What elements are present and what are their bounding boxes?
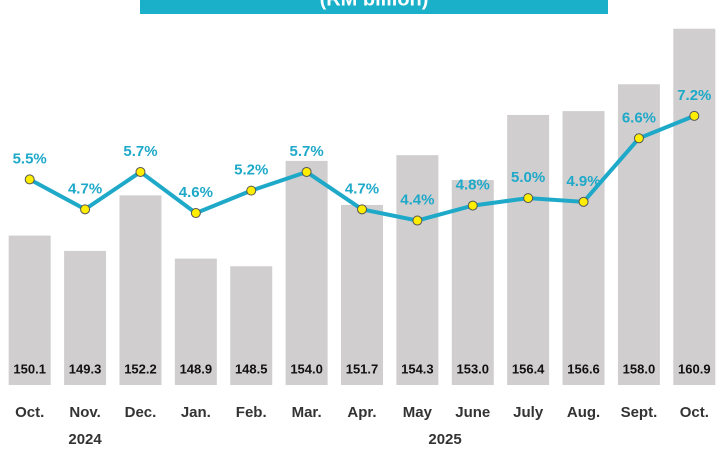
x-tick-label: Jan. (181, 404, 211, 421)
x-tick-label: Nov. (69, 404, 100, 421)
marker (246, 185, 257, 196)
marker (689, 110, 700, 121)
line-label: 5.0% (511, 169, 545, 186)
marker (80, 204, 91, 215)
bar (451, 180, 494, 385)
line-label: 5.7% (290, 143, 324, 160)
x-tick-label: July (513, 404, 544, 421)
bar (562, 111, 605, 385)
marker (578, 196, 589, 207)
line-label: 5.7% (123, 143, 157, 160)
x-tick-label: Aug. (567, 404, 600, 421)
bar-label: 153.0 (456, 361, 489, 376)
bar-label: 158.0 (623, 361, 656, 376)
x-tick-label: Apr. (347, 404, 376, 421)
line-label: 4.7% (345, 180, 379, 197)
bar (507, 114, 550, 385)
line-label: 4.8% (456, 177, 490, 194)
bar-label: 148.9 (180, 361, 213, 376)
group-label: 2024 (68, 431, 102, 448)
bar (341, 204, 383, 385)
x-tick-label: Oct. (680, 404, 709, 421)
chart-title: (RM billion) (320, 0, 429, 10)
bar (174, 258, 217, 385)
bar-label: 160.9 (678, 361, 711, 376)
line-label: 4.4% (400, 192, 434, 209)
bar (64, 250, 107, 385)
group-label: 2025 (428, 431, 461, 448)
marker (412, 215, 423, 226)
bar (285, 160, 328, 385)
marker (633, 133, 644, 144)
bar (8, 235, 51, 385)
line-label: 7.2% (677, 87, 711, 104)
bar-label: 154.3 (401, 361, 434, 376)
marker (301, 166, 312, 177)
x-tick-label: May (403, 404, 433, 421)
bar-label: 149.3 (69, 361, 102, 376)
bar (230, 266, 273, 385)
bar-label: 154.0 (290, 361, 323, 376)
line-label: 6.6% (622, 109, 656, 126)
x-tick-label: Dec. (125, 404, 157, 421)
line-label: 4.7% (68, 180, 102, 197)
line-label: 5.5% (13, 150, 47, 167)
x-tick-label: Feb. (236, 404, 267, 421)
marker (135, 166, 146, 177)
title-box (140, 0, 608, 14)
bar (617, 84, 660, 385)
line-label: 4.6% (179, 184, 213, 201)
x-tick-label: June (455, 404, 490, 421)
bar-label: 148.5 (235, 361, 268, 376)
bar (396, 155, 439, 385)
bar-label: 152.2 (124, 361, 157, 376)
bar (119, 195, 162, 385)
line-label: 4.9% (566, 173, 600, 190)
marker (357, 204, 367, 215)
marker (467, 200, 478, 211)
marker (523, 193, 534, 204)
bar-label: 150.1 (13, 361, 46, 376)
bar-label: 156.4 (512, 361, 545, 376)
x-tick-label: Oct. (15, 404, 44, 421)
line-label: 5.2% (234, 162, 268, 179)
marker (24, 174, 35, 185)
bar (673, 28, 716, 385)
bar-label: 156.6 (567, 361, 600, 376)
bar-label: 151.7 (346, 361, 379, 376)
marker (190, 208, 201, 219)
x-tick-label: Mar. (292, 404, 322, 421)
x-tick-label: Sept. (621, 404, 658, 421)
